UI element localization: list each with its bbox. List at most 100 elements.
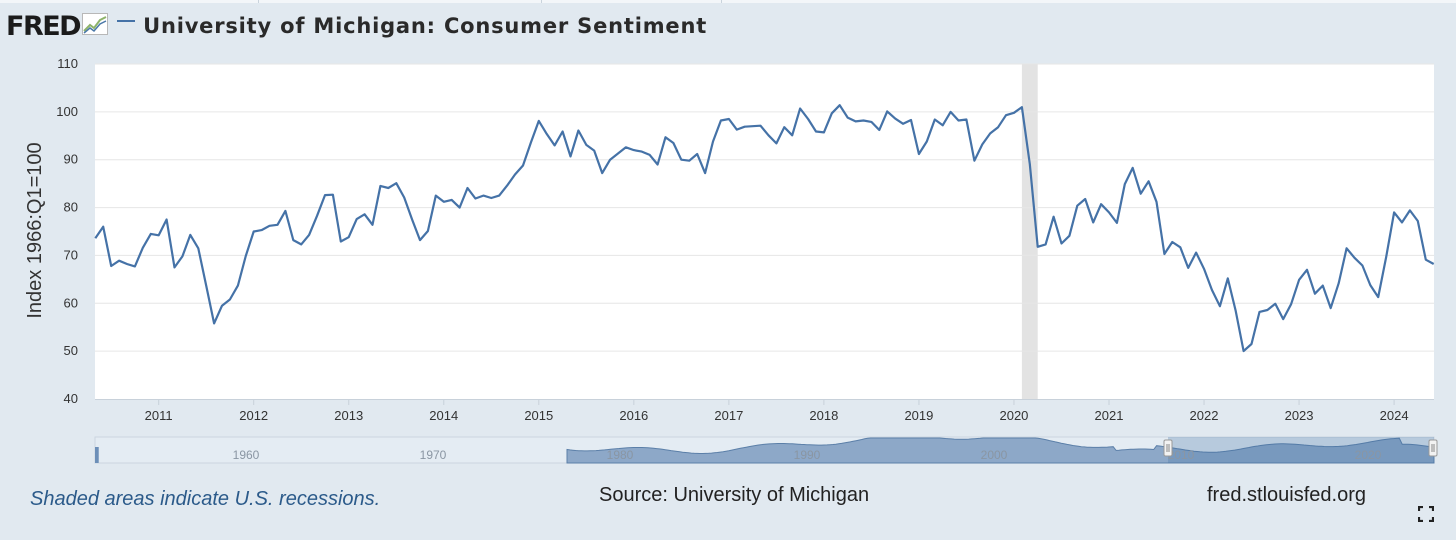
data-point[interactable] <box>1209 287 1214 292</box>
data-point[interactable] <box>196 246 201 251</box>
data-point[interactable] <box>592 148 597 153</box>
data-point[interactable] <box>1257 309 1262 314</box>
data-point[interactable] <box>1019 105 1024 110</box>
data-point[interactable] <box>275 222 280 227</box>
data-point[interactable] <box>1392 210 1397 215</box>
data-point[interactable] <box>315 213 320 218</box>
data-point[interactable] <box>291 238 296 243</box>
data-point[interactable] <box>528 140 533 145</box>
data-point[interactable] <box>132 264 137 269</box>
data-point[interactable] <box>568 154 573 159</box>
data-point[interactable] <box>521 163 526 168</box>
data-point[interactable] <box>608 157 613 162</box>
data-point[interactable] <box>1376 295 1381 300</box>
data-point[interactable] <box>758 123 763 128</box>
data-point[interactable] <box>410 217 415 222</box>
data-point[interactable] <box>251 229 256 234</box>
data-point[interactable] <box>679 157 684 162</box>
data-point[interactable] <box>726 117 731 122</box>
data-point[interactable] <box>93 236 98 241</box>
data-point[interactable] <box>948 109 953 114</box>
data-point[interactable] <box>544 131 549 136</box>
data-point[interactable] <box>909 118 914 123</box>
data-point[interactable] <box>418 238 423 243</box>
data-point[interactable] <box>433 193 438 198</box>
data-point[interactable] <box>283 208 288 213</box>
data-point[interactable] <box>631 148 636 153</box>
data-point[interactable] <box>742 124 747 129</box>
data-point[interactable] <box>1114 220 1119 225</box>
data-point[interactable] <box>1162 252 1167 257</box>
data-point[interactable] <box>1297 277 1302 282</box>
data-point[interactable] <box>1249 342 1254 347</box>
data-point[interactable] <box>964 117 969 122</box>
data-point[interactable] <box>1186 265 1191 270</box>
data-point[interactable] <box>536 118 541 123</box>
data-point[interactable] <box>346 235 351 240</box>
data-point[interactable] <box>956 118 961 123</box>
data-point[interactable] <box>1051 214 1056 219</box>
data-point[interactable] <box>1336 281 1341 286</box>
data-point[interactable] <box>386 186 391 191</box>
data-point[interactable] <box>663 135 668 140</box>
data-point[interactable] <box>623 145 628 150</box>
data-point[interactable] <box>766 133 771 138</box>
data-point[interactable] <box>235 283 240 288</box>
data-point[interactable] <box>1241 349 1246 354</box>
data-point[interactable] <box>1320 283 1325 288</box>
data-point[interactable] <box>1344 246 1349 251</box>
data-point[interactable] <box>821 130 826 135</box>
data-point[interactable] <box>148 231 153 236</box>
data-point[interactable] <box>370 222 375 227</box>
data-point[interactable] <box>1059 241 1064 246</box>
data-point[interactable] <box>1170 240 1175 245</box>
data-point[interactable] <box>489 196 494 201</box>
data-point[interactable] <box>441 199 446 204</box>
data-point[interactable] <box>940 123 945 128</box>
data-point[interactable] <box>227 297 232 302</box>
data-point[interactable] <box>837 103 842 108</box>
data-point[interactable] <box>180 254 185 259</box>
data-point[interactable] <box>1384 254 1389 259</box>
data-point[interactable] <box>505 183 510 188</box>
data-point[interactable] <box>425 229 430 234</box>
data-point[interactable] <box>1265 308 1270 313</box>
data-point[interactable] <box>1368 283 1373 288</box>
data-point[interactable] <box>1138 191 1143 196</box>
data-point[interactable] <box>790 133 795 138</box>
data-point[interactable] <box>140 245 145 250</box>
data-point[interactable] <box>861 118 866 123</box>
data-point[interactable] <box>465 186 470 191</box>
data-point[interactable] <box>869 119 874 124</box>
data-point[interactable] <box>101 224 106 229</box>
data-point[interactable] <box>323 193 328 198</box>
data-point[interactable] <box>204 283 209 288</box>
data-point[interactable] <box>1178 245 1183 250</box>
fred-logo[interactable]: FRED <box>6 13 109 40</box>
data-point[interactable] <box>299 242 304 247</box>
data-point[interactable] <box>1407 208 1412 213</box>
data-point[interactable] <box>1289 302 1294 307</box>
data-point[interactable] <box>600 171 605 176</box>
data-point[interactable] <box>473 196 478 201</box>
navigator-selection[interactable] <box>1168 437 1434 463</box>
data-point[interactable] <box>1360 263 1365 268</box>
data-point[interactable] <box>164 217 169 222</box>
data-point[interactable] <box>497 193 502 198</box>
data-point[interactable] <box>156 233 161 238</box>
data-point[interactable] <box>1146 179 1151 184</box>
data-point[interactable] <box>980 142 985 147</box>
data-point[interactable] <box>655 162 660 167</box>
data-point[interactable] <box>457 205 462 210</box>
data-point[interactable] <box>560 129 565 134</box>
site-link[interactable]: fred.stlouisfed.org <box>1207 484 1366 506</box>
data-point[interactable] <box>1130 165 1135 170</box>
data-point[interactable] <box>267 223 272 228</box>
data-point[interactable] <box>734 127 739 132</box>
data-point[interactable] <box>639 149 644 154</box>
data-point[interactable] <box>924 139 929 144</box>
data-point[interactable] <box>188 232 193 237</box>
data-point[interactable] <box>354 217 359 222</box>
data-point[interactable] <box>916 152 921 157</box>
data-point[interactable] <box>1154 199 1159 204</box>
